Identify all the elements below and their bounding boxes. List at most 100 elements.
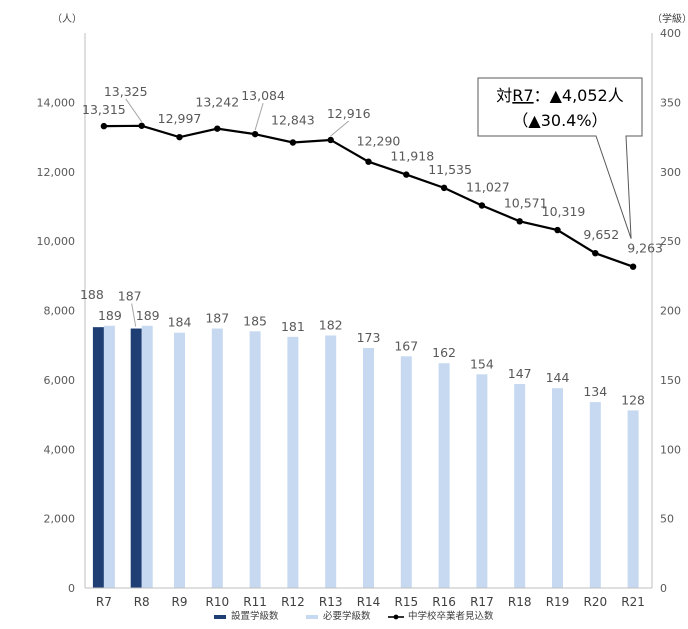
leader-line xyxy=(254,103,264,131)
bar-label-required: 185 xyxy=(243,313,267,328)
line-label: 11,535 xyxy=(428,162,472,177)
legend-label-required: 必要学級数 xyxy=(323,610,371,622)
line-label: 9,263 xyxy=(627,241,663,256)
line-point xyxy=(592,249,599,257)
bar-required xyxy=(589,402,601,588)
right-tick-label: 250 xyxy=(660,235,681,248)
data-labels: 189 189 184 187 185 181 182 173 167 162 154 147 144 1… xyxy=(80,84,663,408)
line-label: 13,084 xyxy=(241,88,285,103)
line-point xyxy=(403,171,410,178)
legend-label-installed: 設置学級数 xyxy=(231,610,279,622)
legend-swatch-required xyxy=(306,615,318,619)
x-tick-label: R11 xyxy=(243,595,267,609)
bar-label-required: 128 xyxy=(621,392,645,407)
bar-required xyxy=(141,325,153,588)
left-tick-label: 4,000 xyxy=(44,443,76,456)
right-tick-label: 50 xyxy=(660,513,674,526)
leader-line xyxy=(125,98,143,123)
line-layer xyxy=(100,122,637,270)
callout-line-2: （▲30.4%） xyxy=(512,111,607,130)
callout-line-1: 対R7：▲4,052人 xyxy=(496,86,623,105)
bar-label-required: 189 xyxy=(98,308,122,323)
x-tick-label: R12 xyxy=(281,595,305,609)
right-tick-label: 350 xyxy=(660,96,681,109)
line-label: 11,027 xyxy=(466,180,510,195)
bar-required xyxy=(438,363,450,588)
x-tick-label: R7 xyxy=(96,595,112,609)
bar-required xyxy=(249,331,261,588)
x-tick-label: R10 xyxy=(205,595,229,609)
left-tick-label: 10,000 xyxy=(37,235,76,248)
x-tick-label: R17 xyxy=(470,595,494,609)
x-tick-label: R20 xyxy=(583,595,607,609)
line-point xyxy=(138,122,145,129)
x-tick-label: R14 xyxy=(357,595,381,609)
line-label: 13,325 xyxy=(104,84,148,99)
left-tick-label: 0 xyxy=(68,582,75,595)
x-tick-label: R19 xyxy=(546,595,570,609)
callout-box: 対R7：▲4,052人 （▲30.4%） xyxy=(477,77,643,239)
bar-label-required: 184 xyxy=(168,315,192,330)
bar-required xyxy=(363,347,374,588)
bar-label-required: 134 xyxy=(583,384,607,399)
bar-required xyxy=(400,356,412,588)
bar-required xyxy=(211,328,223,588)
x-tick-label: R13 xyxy=(319,595,343,609)
bar-label-required: 167 xyxy=(394,338,418,353)
line-label: 12,843 xyxy=(271,113,315,128)
bar-installed xyxy=(92,327,104,588)
bars-layer xyxy=(92,325,639,588)
line-label: 12,916 xyxy=(327,106,371,121)
x-tick-label: R18 xyxy=(508,595,532,609)
callout-shape xyxy=(477,77,643,239)
line-point xyxy=(554,226,561,234)
right-tick-label: 150 xyxy=(660,374,681,387)
bar-required xyxy=(514,384,526,588)
x-tick-label: R9 xyxy=(172,595,188,609)
left-tick-label: 14,000 xyxy=(37,96,76,109)
right-axis-unit: （学級） xyxy=(652,12,688,25)
bar-label-required: 187 xyxy=(205,311,229,326)
bar-required xyxy=(627,410,639,588)
leader-line xyxy=(131,303,137,327)
right-tick-label: 100 xyxy=(660,443,681,456)
left-tick-label: 8,000 xyxy=(44,305,76,318)
bar-label-required: 162 xyxy=(432,345,456,360)
left-tick-label: 2,000 xyxy=(44,513,76,526)
right-tick-label: 300 xyxy=(660,166,681,179)
line-label: 13,315 xyxy=(82,102,126,117)
bar-required xyxy=(103,325,115,588)
bar-label-installed: 188 xyxy=(80,287,104,302)
bar-label-required: 173 xyxy=(357,330,381,345)
line-point xyxy=(214,125,221,132)
line-point xyxy=(100,122,108,130)
bar-label-required: 181 xyxy=(281,319,305,334)
bar-label-installed: 187 xyxy=(118,289,142,304)
bar-label-required: 147 xyxy=(508,366,532,381)
line-label: 12,997 xyxy=(158,111,202,126)
axes-layer: （人） （学級） 0 2,000 4,000 6,000 8,000 10,000 12,0… xyxy=(37,12,688,609)
left-axis-unit: （人） xyxy=(52,13,82,25)
line-point xyxy=(327,136,334,144)
line-point xyxy=(440,184,448,192)
bar-label-required: 154 xyxy=(470,356,494,371)
line-label: 13,242 xyxy=(195,95,239,110)
bar-label-required: 182 xyxy=(319,317,343,332)
line-point xyxy=(251,130,259,138)
line-point xyxy=(516,218,523,225)
left-tick-label: 12,000 xyxy=(37,166,76,179)
x-tick-label: R21 xyxy=(621,595,645,609)
legend-label-line: 中学校卒業者見込数 xyxy=(408,610,494,622)
x-tick-label: R15 xyxy=(394,595,418,609)
x-tick-label: R16 xyxy=(432,595,456,609)
legend-swatch-installed xyxy=(214,615,226,619)
bar-required xyxy=(476,374,488,588)
line-label: 11,918 xyxy=(390,149,434,164)
x-tick-label: R8 xyxy=(134,595,150,609)
leader-lines xyxy=(125,98,350,327)
line-label: 9,652 xyxy=(583,227,619,242)
bar-required xyxy=(174,332,185,588)
bar-required xyxy=(552,388,563,588)
bar-required xyxy=(287,336,299,588)
